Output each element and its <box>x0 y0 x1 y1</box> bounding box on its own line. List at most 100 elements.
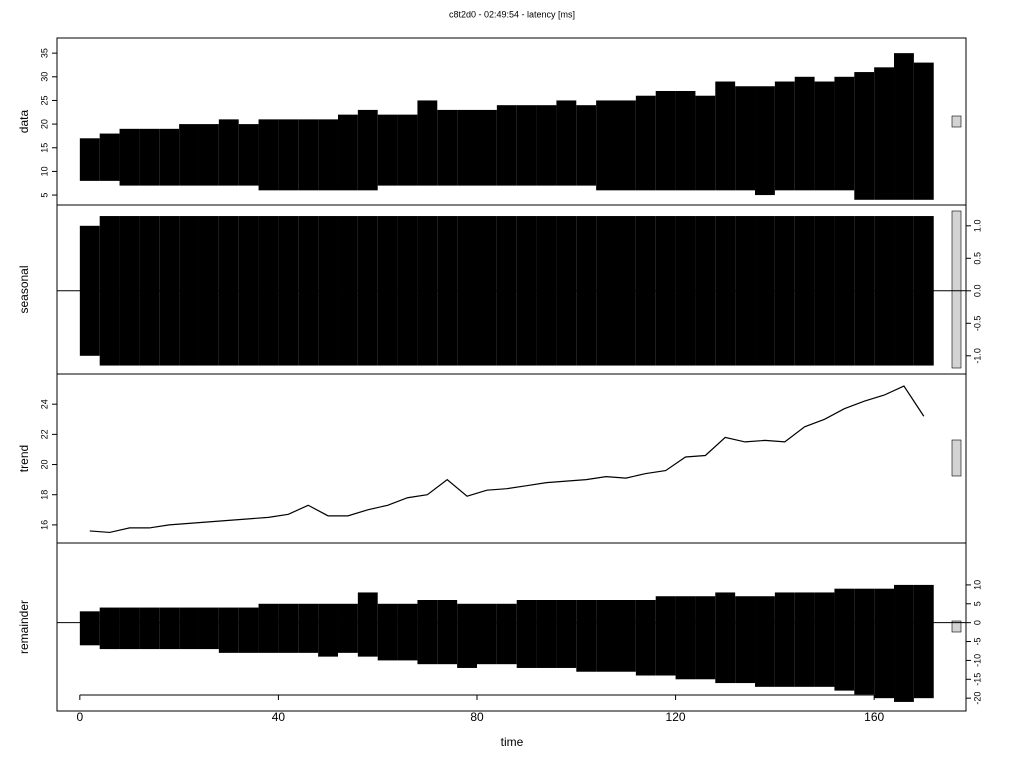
y-tick-label: 24 <box>39 399 49 409</box>
range-bar <box>854 72 875 200</box>
range-bar <box>894 216 914 366</box>
range-bar <box>79 611 100 646</box>
range-bar <box>516 105 537 186</box>
range-bar <box>337 114 358 191</box>
range-bar <box>774 216 795 366</box>
range-bar <box>774 81 795 191</box>
range-bar <box>536 600 557 668</box>
range-bar <box>218 607 239 653</box>
y-tick-label: 5 <box>972 601 982 606</box>
range-bar <box>576 216 597 366</box>
range-bar <box>735 596 756 684</box>
y-axis-label: data <box>17 109 31 133</box>
x-axis-label: time <box>501 735 524 749</box>
range-bar <box>913 216 934 366</box>
range-bar <box>298 603 319 653</box>
range-bar <box>318 603 338 657</box>
range-bar <box>397 114 418 186</box>
range-bar <box>616 216 636 366</box>
range-bar <box>715 81 736 191</box>
range-bar <box>357 592 378 657</box>
range-bar <box>794 592 815 687</box>
range-bar <box>635 216 656 366</box>
range-bar <box>476 109 497 186</box>
y-axis-label: remainder <box>17 600 31 654</box>
y-tick-label: -1.0 <box>972 348 982 364</box>
range-bar <box>695 216 716 366</box>
range-bar <box>814 81 835 191</box>
range-bar <box>198 124 219 186</box>
range-bar <box>874 67 895 200</box>
y-tick-label: 5 <box>39 193 49 198</box>
range-bar <box>417 216 438 366</box>
range-bar <box>755 86 775 196</box>
range-bar <box>616 100 636 191</box>
range-bar <box>755 596 775 687</box>
y-tick-label: 0.5 <box>972 252 982 265</box>
range-bar <box>258 216 279 366</box>
range-bar <box>794 76 815 191</box>
range-bar <box>655 596 676 676</box>
panel-frame <box>56 542 967 712</box>
range-bar <box>417 100 438 186</box>
range-bar <box>894 53 914 200</box>
range-bar <box>357 216 378 366</box>
range-bar <box>457 109 477 186</box>
range-bar <box>278 216 299 366</box>
range-bar <box>516 600 537 668</box>
y-tick-label: 22 <box>39 429 49 439</box>
y-tick-label: 0 <box>972 620 982 625</box>
range-bar <box>337 603 358 653</box>
x-tick-label: 0 <box>76 710 83 724</box>
range-bar <box>951 210 962 369</box>
range-bar <box>79 225 100 356</box>
range-bar <box>298 119 319 191</box>
range-bar <box>496 105 517 186</box>
range-bar <box>675 596 696 680</box>
x-tick-label: 160 <box>864 710 884 724</box>
range-bar <box>635 600 656 676</box>
range-bar <box>913 62 934 200</box>
range-bar <box>238 216 259 366</box>
range-bar <box>159 128 180 186</box>
range-bar <box>377 216 398 366</box>
range-bar <box>298 216 319 366</box>
x-tick-label: 40 <box>272 710 286 724</box>
range-bar <box>735 216 756 366</box>
range-bar <box>119 607 140 650</box>
y-tick-label: 10 <box>972 580 982 590</box>
chart-title: c8t2d0 - 02:49:54 - latency [ms] <box>449 9 575 19</box>
range-bar <box>834 588 855 691</box>
range-bar <box>198 607 219 650</box>
range-bar <box>774 592 795 687</box>
range-bar <box>854 216 875 366</box>
range-bar <box>278 119 299 191</box>
range-bar <box>854 588 875 695</box>
range-bar <box>437 109 458 186</box>
range-bar <box>119 216 140 366</box>
range-bar <box>79 138 100 181</box>
range-bar <box>476 216 497 366</box>
y-tick-label: 30 <box>39 72 49 82</box>
y-tick-label: 20 <box>39 119 49 129</box>
range-bar <box>397 216 418 366</box>
y-tick-label: -15 <box>972 673 982 686</box>
range-bar <box>377 114 398 186</box>
range-bar <box>179 607 199 650</box>
range-bar <box>516 216 537 366</box>
range-bar <box>377 603 398 661</box>
y-tick-label: 0.0 <box>972 285 982 298</box>
y-tick-label: 15 <box>39 143 49 153</box>
y-tick-label: 25 <box>39 95 49 105</box>
range-bar <box>238 124 259 186</box>
range-bar <box>576 105 597 186</box>
trend-line <box>89 385 925 534</box>
range-bar <box>198 216 219 366</box>
y-axis-label: trend <box>17 445 31 472</box>
range-bar <box>675 216 696 366</box>
range-bar <box>337 216 358 366</box>
range-bar <box>99 133 120 181</box>
range-bar <box>139 216 160 366</box>
y-tick-label: 10 <box>39 166 49 176</box>
